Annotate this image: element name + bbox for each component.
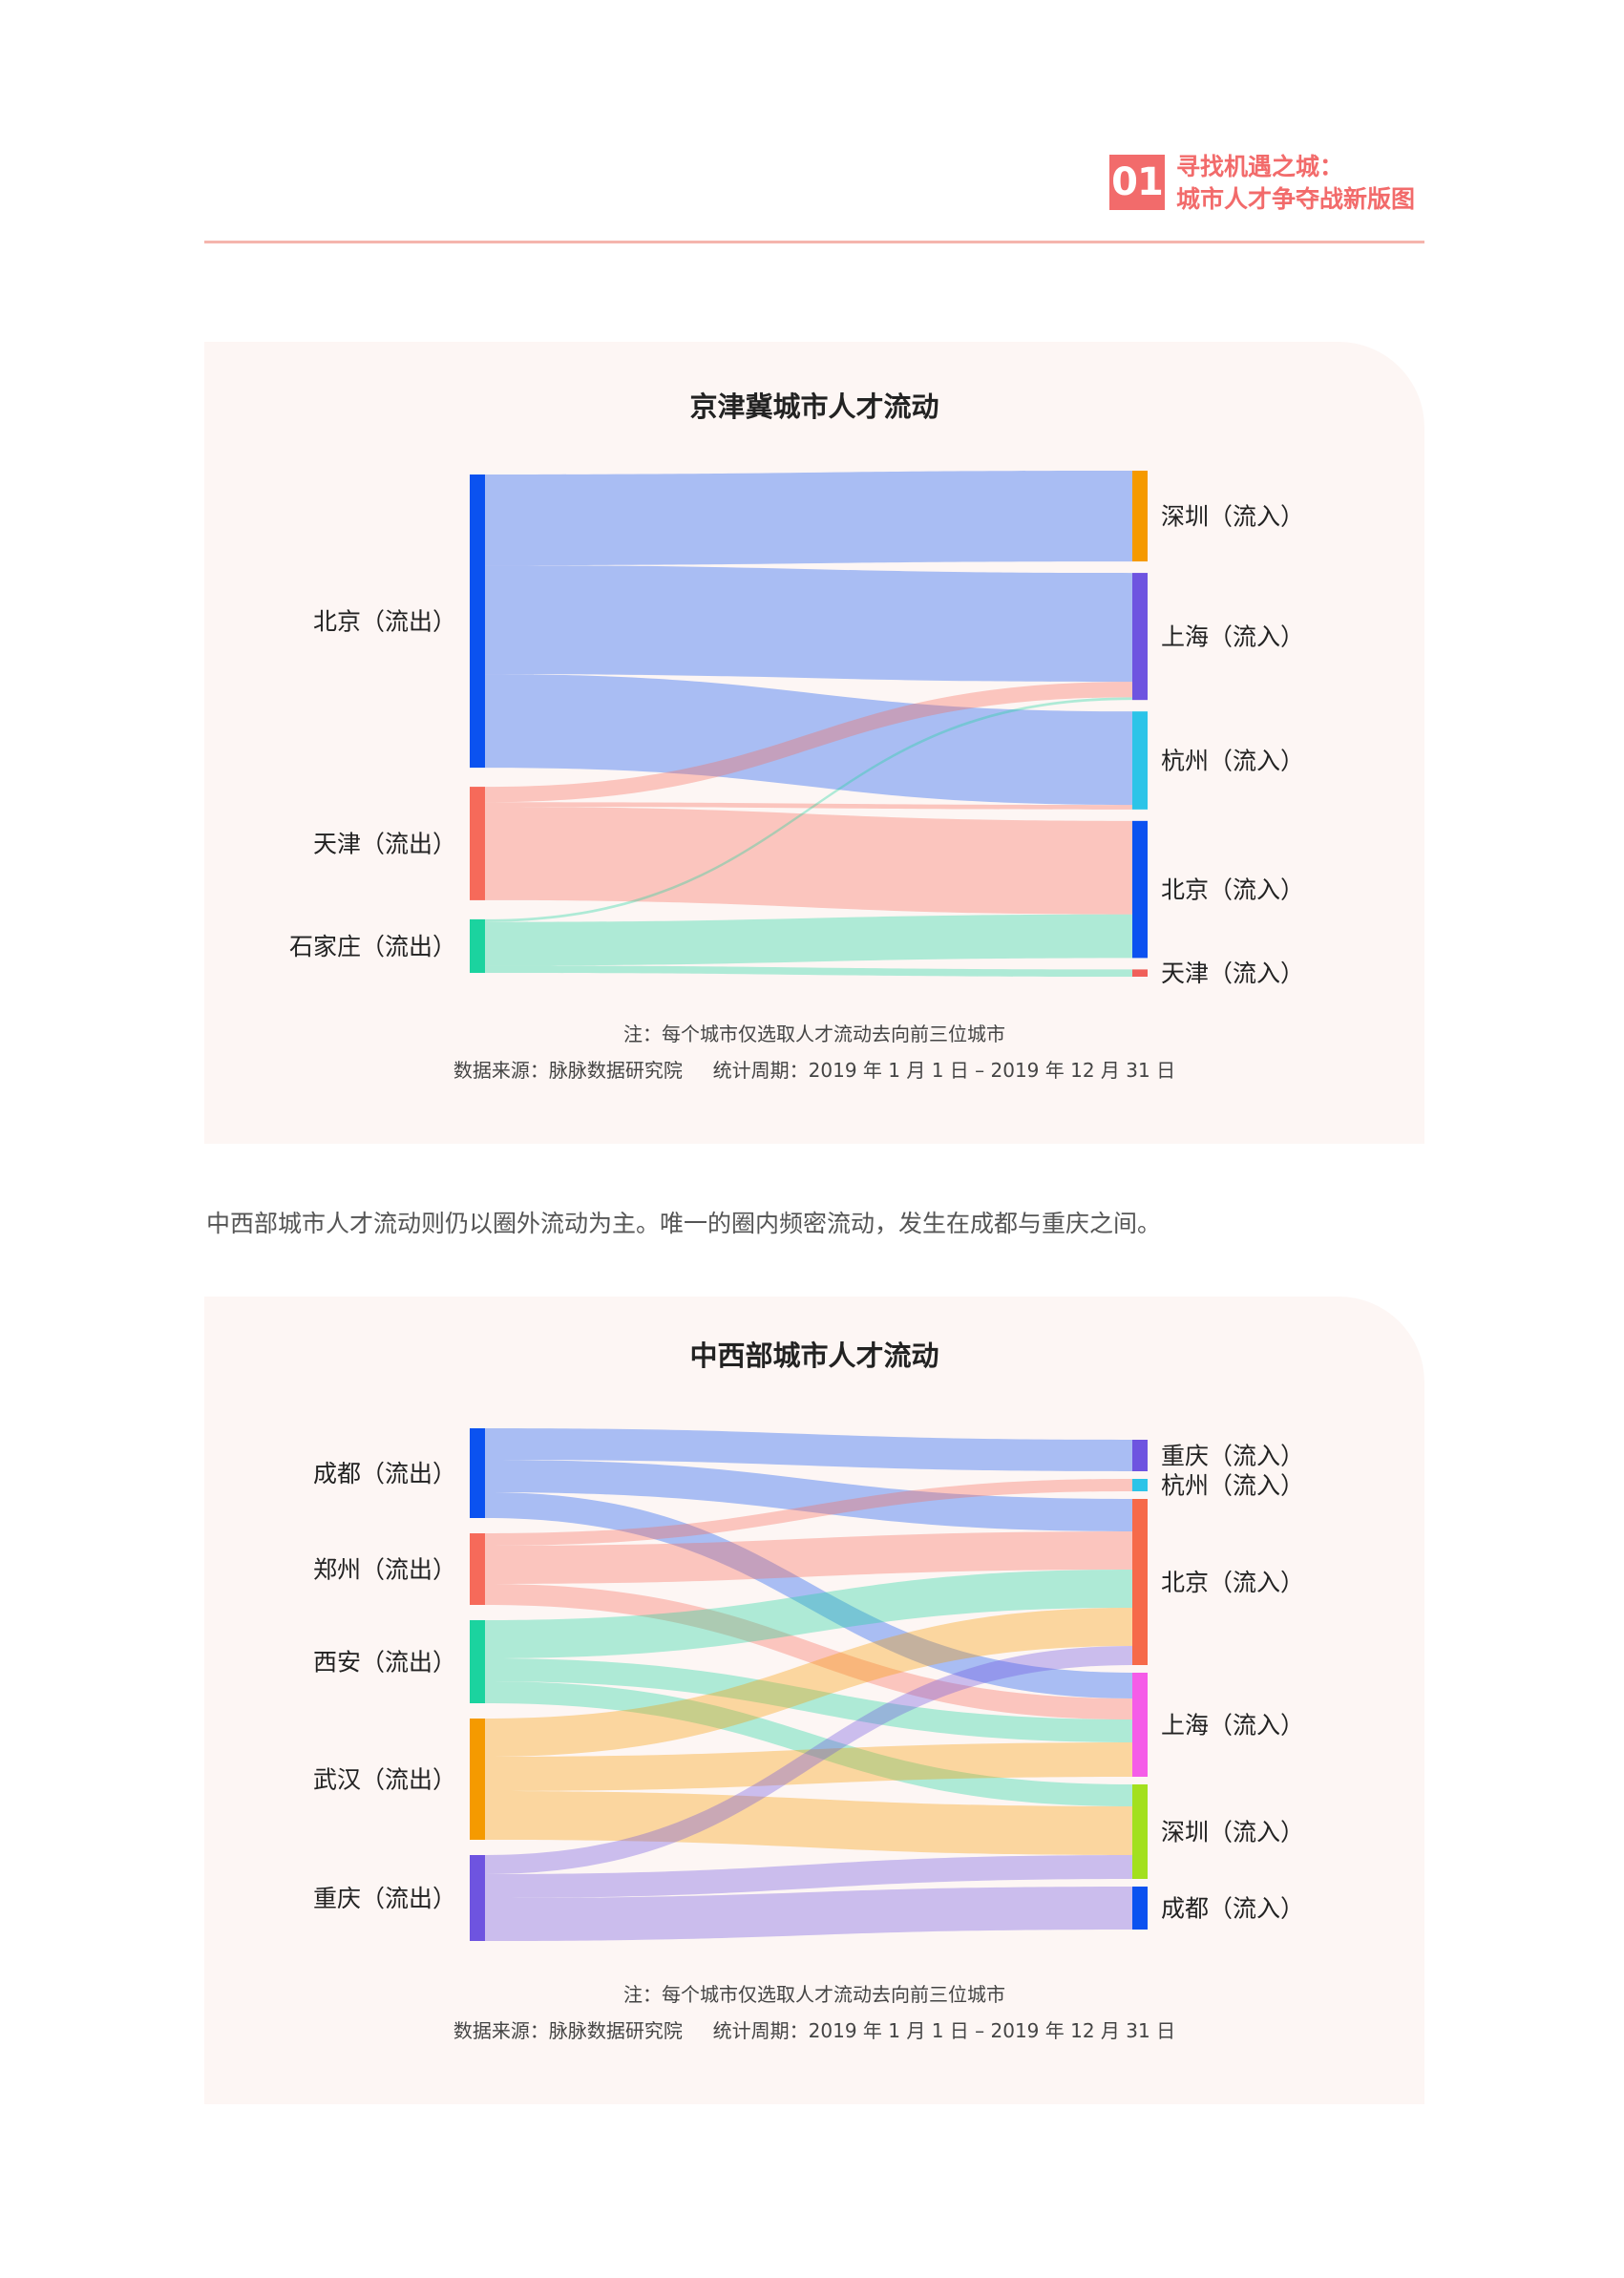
sankey-link	[485, 1658, 1132, 1742]
sankey-target-label: 重庆（流入）	[1161, 1443, 1304, 1470]
sankey-source-label: 成都（流出）	[313, 1460, 456, 1487]
sankey-source-node	[470, 1533, 485, 1605]
chart-note-line1: 注：每个城市仅选取人才流动去向前三位城市	[623, 1983, 1005, 2006]
chart-note-line1: 注：每个城市仅选取人才流动去向前三位城市	[623, 1023, 1005, 1045]
sankey-target-node	[1132, 820, 1148, 959]
sankey-source-label: 北京（流出）	[313, 608, 456, 636]
sankey-link	[485, 1460, 1132, 1531]
sankey-link	[485, 1742, 1132, 1791]
sankey-link	[485, 1791, 1132, 1855]
sankey-target-node	[1132, 1440, 1148, 1471]
sankey-link	[485, 1479, 1132, 1546]
sankey-target-label: 北京（流入）	[1161, 1569, 1304, 1596]
sankey-link	[485, 1531, 1132, 1584]
body-paragraph: 中西部城市人才流动则仍以圈外流动为主。唯一的圈内频密流动，发生在成都与重庆之间。	[206, 1210, 1162, 1237]
sankey-target-node	[1132, 1499, 1148, 1665]
sankey-link	[485, 1428, 1132, 1471]
sankey-link	[485, 1681, 1132, 1806]
sankey-target-node	[1132, 573, 1148, 701]
sankey-target-label: 深圳（流入）	[1161, 1819, 1304, 1846]
sankey-target-node	[1132, 1673, 1148, 1777]
sankey-source-node	[470, 1719, 485, 1840]
sankey-target-label: 上海（流入）	[1161, 623, 1304, 651]
sankey-target-node	[1132, 471, 1148, 562]
sankey-link	[485, 965, 1132, 977]
sankey-link	[485, 471, 1132, 566]
sankey-link	[485, 802, 1132, 810]
sankey-source-node	[470, 1855, 485, 1941]
header-title-line2: 城市人才争夺战新版图	[1176, 185, 1416, 213]
chart-note: 注：每个城市仅选取人才流动去向前三位城市 数据来源：脉脉数据研究院 统计周期：2…	[204, 1976, 1424, 2049]
sankey-link	[485, 1570, 1132, 1658]
chart-source-line: 数据来源：脉脉数据研究院 统计周期：2019 年 1 月 1 日 – 2019 …	[453, 2019, 1176, 2042]
chart-title: 中西部城市人才流动	[689, 1339, 939, 1372]
sankey-link	[485, 1855, 1132, 1898]
chart-note: 注：每个城市仅选取人才流动去向前三位城市 数据来源：脉脉数据研究院 统计周期：2…	[204, 1016, 1424, 1088]
sankey-source-node	[470, 1428, 485, 1518]
sankey-link	[485, 914, 1132, 966]
sankey-link	[485, 1646, 1132, 1874]
sankey-target-node	[1132, 1479, 1148, 1491]
sankey-target-label: 深圳（流入）	[1161, 503, 1304, 531]
sankey-target-label: 杭州（流入）	[1161, 1472, 1304, 1500]
chart-title: 京津冀城市人才流动	[689, 390, 939, 423]
sankey-source-label: 郑州（流出）	[313, 1556, 456, 1584]
sankey-target-node	[1132, 1887, 1148, 1930]
header-badge: 01	[1109, 155, 1165, 210]
sankey-link	[485, 1608, 1132, 1757]
header-divider	[204, 241, 1424, 243]
sankey-source-node	[470, 475, 485, 769]
chart-card-jingjinji: 京津冀城市人才流动北京（流出） 天津（流出） 石家庄（流出） 深圳（流入） 上海（流入）…	[204, 342, 1424, 1144]
sankey-target-node	[1132, 969, 1148, 977]
chart-card-central-west: 中西部城市人才流动成都（流出） 郑州（流出） 西安（流出） 武汉（流出） 重庆（流出） 重…	[204, 1297, 1424, 2104]
sankey-source-label: 石家庄（流出）	[289, 933, 456, 960]
sankey-source-label: 西安（流出）	[313, 1649, 456, 1677]
sankey-target-node	[1132, 1784, 1148, 1879]
chart-source-line: 数据来源：脉脉数据研究院 统计周期：2019 年 1 月 1 日 – 2019 …	[453, 1059, 1176, 1082]
sankey-target-label: 上海（流入）	[1161, 1712, 1304, 1740]
sankey-source-label: 天津（流出）	[313, 830, 456, 857]
sankey-source-node	[470, 787, 485, 900]
sankey-source-node	[470, 918, 485, 973]
sankey-source-node	[470, 1620, 485, 1703]
sankey-source-label: 武汉（流出）	[313, 1766, 456, 1794]
sankey-link	[485, 806, 1132, 915]
sankey-target-node	[1132, 711, 1148, 810]
sankey-target-label: 天津（流入）	[1161, 960, 1304, 987]
sankey-source-label: 重庆（流出）	[313, 1885, 456, 1912]
sankey-target-label: 杭州（流入）	[1161, 748, 1304, 775]
header-title-line1: 寻找机遇之城：	[1176, 153, 1344, 180]
sankey-target-label: 北京（流入）	[1161, 876, 1304, 904]
sankey-link	[485, 682, 1132, 803]
sankey-link	[485, 1887, 1132, 1941]
sankey-link	[485, 1492, 1132, 1698]
header-title: 寻找机遇之城： 城市人才争夺战新版图	[1176, 151, 1415, 216]
sankey-link	[485, 1584, 1132, 1719]
sankey-target-label: 成都（流入）	[1161, 1895, 1304, 1923]
sankey-link	[485, 565, 1132, 683]
sankey-link	[485, 697, 1132, 922]
sankey-link	[485, 674, 1132, 806]
